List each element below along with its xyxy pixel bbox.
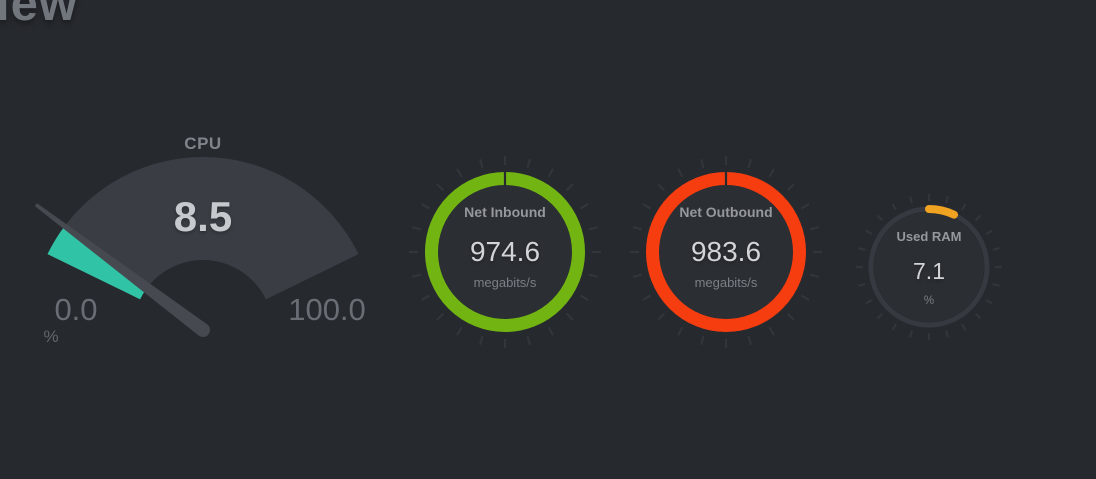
net-outbound-gauge-unit: megabits/s [694,275,758,290]
cpu-gauge-min-label: 0.0 [54,292,98,327]
cpu-gauge [34,157,359,337]
net-outbound-gauge-value: 983.6 [690,236,762,267]
net-inbound-gauge-unit: megabits/s [473,275,537,290]
used-ram-gauge-unit: % [923,295,935,307]
page-title-partial: iew [0,0,78,31]
gauge-inner-disc [874,212,984,322]
cpu-gauge-needle [34,203,210,337]
cpu-gauge-title: CPU [184,134,222,153]
cpu-gauge-unit-label: % [43,327,59,346]
gauge-inner-disc [438,185,572,319]
gauge-inner-disc [659,185,793,319]
net-outbound-gauge-title: Net Outbound [679,204,773,220]
cpu-gauge-value: 8.5 [173,193,233,240]
net-inbound-gauge [409,156,601,348]
gauge-tick-marks [856,194,1002,340]
cpu-gauge-max-label: 100.0 [288,292,366,327]
net-inbound-gauge-value: 974.6 [469,236,541,267]
net-inbound-gauge-title: Net Inbound [464,204,546,220]
net-outbound-gauge [630,156,822,348]
cpu-gauge-track-arc [47,157,359,300]
used-ram-gauge-value: 7.1 [913,258,945,284]
cpu-gauge-fill-arc [47,226,148,300]
used-ram-gauge [856,194,1002,340]
gauge-tick-marks [409,156,601,348]
gauge-value-arc [925,205,959,219]
used-ram-gauge-title: Used RAM [896,229,962,244]
gauge-tick-marks [630,156,822,348]
